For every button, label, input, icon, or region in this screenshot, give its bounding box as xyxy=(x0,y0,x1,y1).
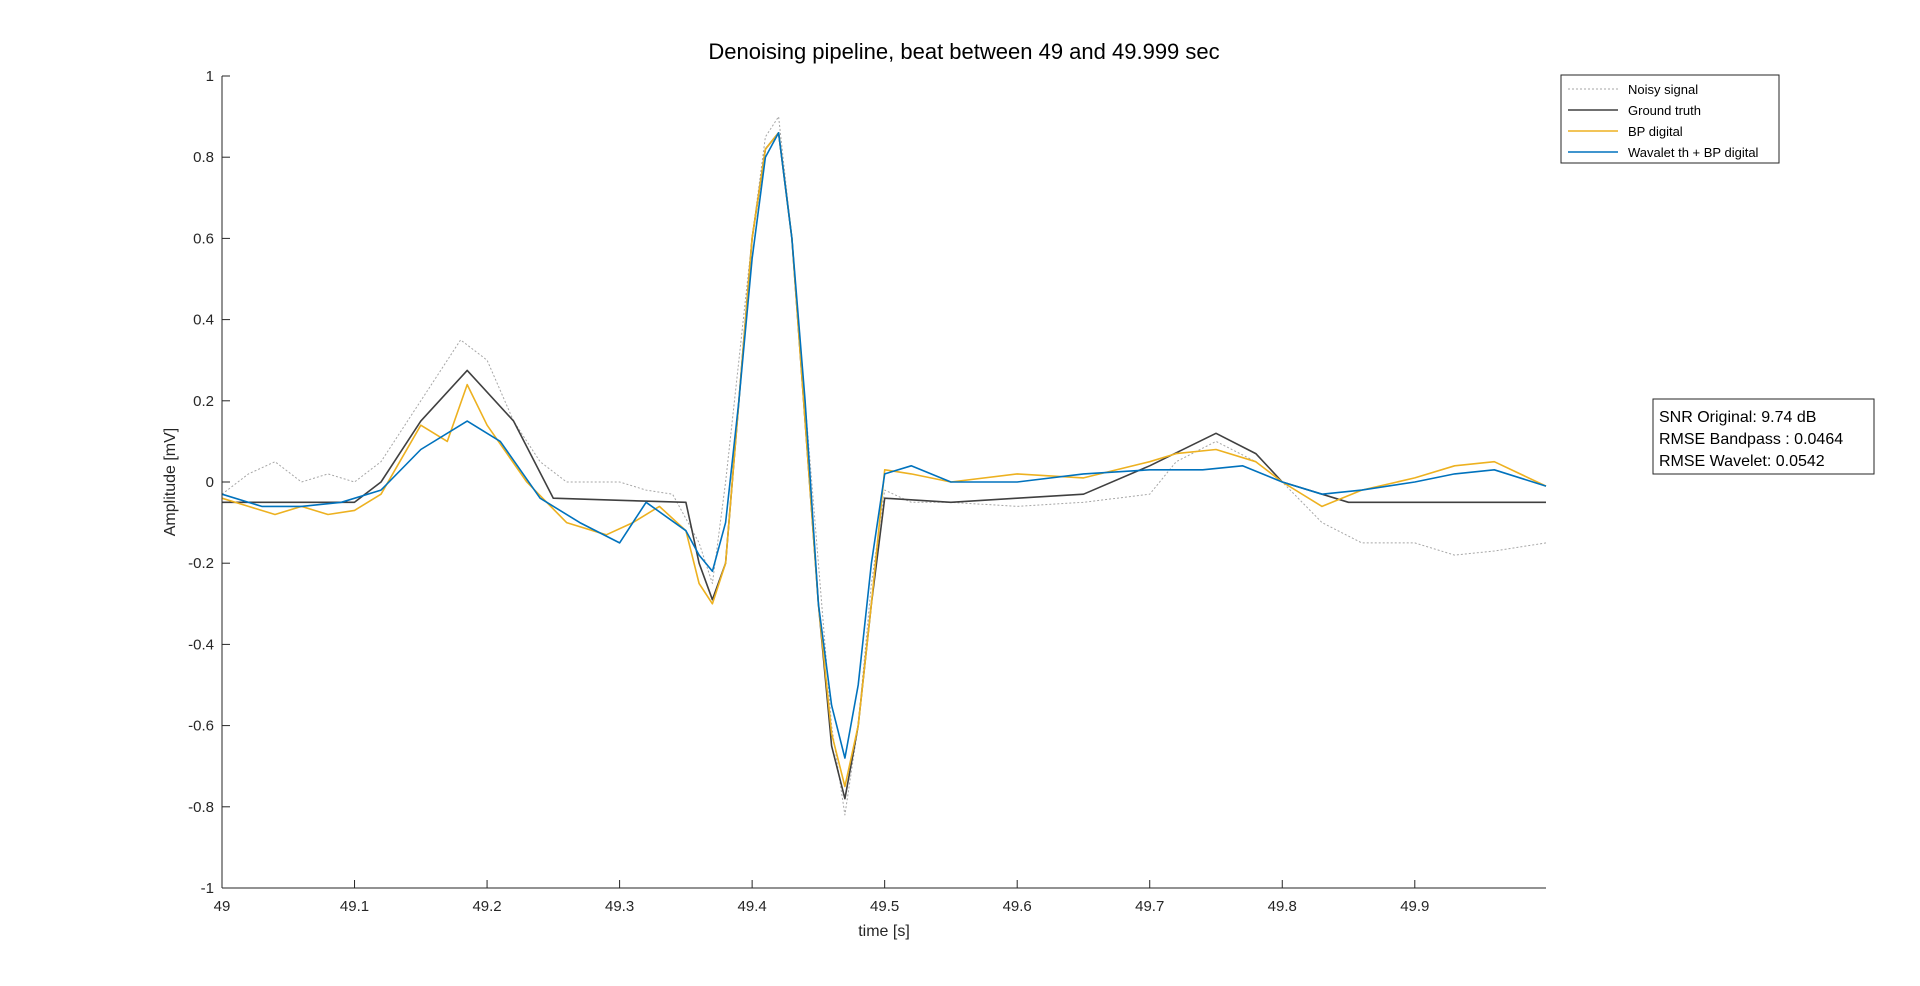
info-snr-original: SNR Original: 9.74 dB xyxy=(1659,409,1816,426)
x-tick-label: 49.3 xyxy=(605,898,634,915)
y-tick-label: 0.2 xyxy=(193,393,214,410)
y-axis-label: Amplitude [mV] xyxy=(162,428,179,536)
series-layer xyxy=(221,116,1547,816)
legend-label: Ground truth xyxy=(1628,103,1701,118)
x-tick-label: 49.4 xyxy=(738,898,767,915)
y-tick-label: -1 xyxy=(201,880,214,897)
series-line-wavalet-th-bp-digital xyxy=(221,132,1547,759)
x-tick-label: 49.1 xyxy=(340,898,369,915)
y-tick-label: 0 xyxy=(206,474,214,491)
x-tick-label: 49.8 xyxy=(1268,898,1297,915)
y-ticks: -1 -0.8 -0.6 -0.4 -0.2 0 0.2 0.4 0.6 0.8 1 xyxy=(188,68,230,897)
x-ticks: 49 49.1 49.2 49.3 49.4 49.5 49.6 49.7 49.8 49.9 xyxy=(214,880,1429,915)
legend-label: Noisy signal xyxy=(1628,82,1698,97)
x-tick-label: 49 xyxy=(214,898,231,915)
legend: Noisy signal Ground truth BP digital Wavale… xyxy=(1560,74,1780,164)
info-rmse-bandpass: RMSE Bandpass : 0.0464 xyxy=(1659,431,1843,448)
chart-title: Denoising pipeline, beat between 49 and … xyxy=(708,39,1219,64)
x-tick-label: 49.2 xyxy=(472,898,501,915)
legend-label: BP digital xyxy=(1628,124,1683,139)
y-tick-label: -0.6 xyxy=(188,718,214,735)
x-tick-label: 49.9 xyxy=(1400,898,1429,915)
y-tick-label: -0.2 xyxy=(188,555,214,572)
info-box: SNR Original: 9.74 dB RMSE Bandpass : 0.… xyxy=(1652,398,1875,475)
info-box-frame xyxy=(1652,398,1875,475)
legend-label: Wavalet th + BP digital xyxy=(1628,145,1759,160)
info-rmse-wavelet: RMSE Wavelet: 0.0542 xyxy=(1659,453,1825,470)
y-tick-label: -0.8 xyxy=(188,799,214,816)
y-tick-label: 0.8 xyxy=(193,149,214,166)
legend-box xyxy=(1560,74,1780,164)
y-tick-label: 0.6 xyxy=(193,230,214,247)
series-line-noisy-signal xyxy=(221,116,1547,816)
y-tick-label: 0.4 xyxy=(193,312,214,329)
y-tick-label: 1 xyxy=(206,68,214,85)
x-axis-label: time [s] xyxy=(858,923,910,940)
y-tick-label: -0.4 xyxy=(188,636,214,653)
x-tick-label: 49.7 xyxy=(1135,898,1164,915)
x-tick-label: 49.5 xyxy=(870,898,899,915)
x-tick-label: 49.6 xyxy=(1003,898,1032,915)
